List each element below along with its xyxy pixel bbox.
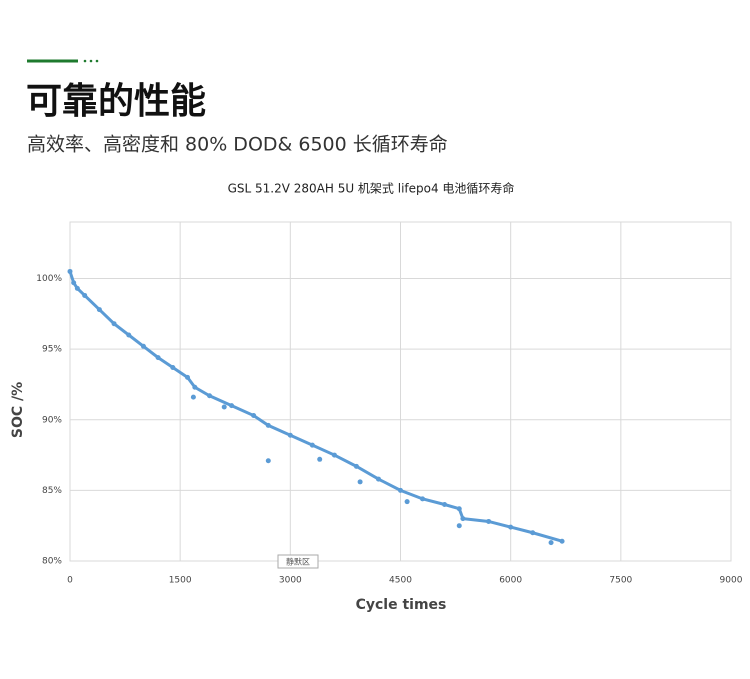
outlier-point	[404, 499, 410, 505]
outlier-point	[317, 456, 323, 462]
data-point	[71, 280, 77, 286]
x-tick-label: 6000	[499, 576, 522, 586]
data-point	[96, 307, 102, 313]
data-point	[155, 355, 161, 361]
outlier-point	[265, 458, 271, 464]
accent-dot	[95, 59, 99, 63]
data-point	[398, 487, 403, 493]
outlier-point	[221, 404, 227, 410]
data-point	[229, 403, 235, 409]
x-tick-label: 3000	[279, 576, 302, 586]
plot-area: 0 1500 3000 4500 6000 7500 9000 80% 85% 90% 95% 100…	[36, 221, 743, 586]
y-tick-label: 95%	[42, 345, 62, 355]
annotation-box	[277, 554, 319, 569]
data-point	[251, 413, 257, 419]
y-tick-label: 85%	[42, 486, 62, 496]
data-point	[74, 285, 80, 291]
data-point	[375, 476, 381, 482]
data-point	[82, 292, 88, 298]
data-point	[420, 496, 426, 502]
y-tick-label: 100%	[36, 274, 62, 284]
y-tick-label: 90%	[42, 415, 62, 425]
data-point	[185, 374, 191, 380]
x-tick-label: 9000	[720, 576, 743, 586]
data-point	[456, 506, 462, 512]
data-point	[331, 452, 337, 458]
data-point	[67, 268, 73, 274]
data-point	[559, 538, 565, 544]
x-tick-label: 7500	[609, 576, 632, 586]
annotation: 静默区	[286, 557, 310, 567]
data-point	[353, 463, 359, 469]
y-tick-label: 80%	[42, 557, 62, 567]
outlier-point	[190, 394, 196, 400]
data-point	[486, 518, 492, 524]
outlier-point	[357, 479, 363, 485]
accent-dot	[89, 59, 93, 63]
data-point	[460, 516, 466, 522]
page-subtitle: 高效率、高密度和 80% DOD& 6500 长循环寿命	[27, 134, 448, 156]
data-point	[442, 502, 448, 507]
data-point	[309, 442, 315, 448]
data-point	[170, 364, 176, 370]
y-axis-label: SOC /%	[10, 382, 26, 438]
accent-dot	[83, 59, 87, 63]
data-line	[68, 270, 563, 543]
x-tick-label: 0	[67, 576, 73, 586]
x-tick-label: 1500	[169, 576, 192, 586]
data-point	[265, 422, 271, 428]
outlier-point	[548, 540, 554, 546]
chart-title: GSL 51.2V 280AH 5U 机架式 lifepo4 电池循环寿命	[228, 181, 515, 196]
data-point	[111, 321, 117, 327]
data-point	[140, 343, 146, 349]
data-point	[126, 332, 132, 338]
data-point	[508, 524, 514, 530]
data-point	[530, 530, 536, 536]
data-point	[192, 384, 198, 390]
x-tick-label: 4500	[389, 576, 412, 586]
data-point	[287, 432, 293, 438]
page-title: 可靠的性能	[26, 81, 206, 122]
x-axis-label: Cycle times	[356, 597, 447, 613]
outlier-point	[456, 523, 462, 529]
data-point	[207, 393, 213, 399]
